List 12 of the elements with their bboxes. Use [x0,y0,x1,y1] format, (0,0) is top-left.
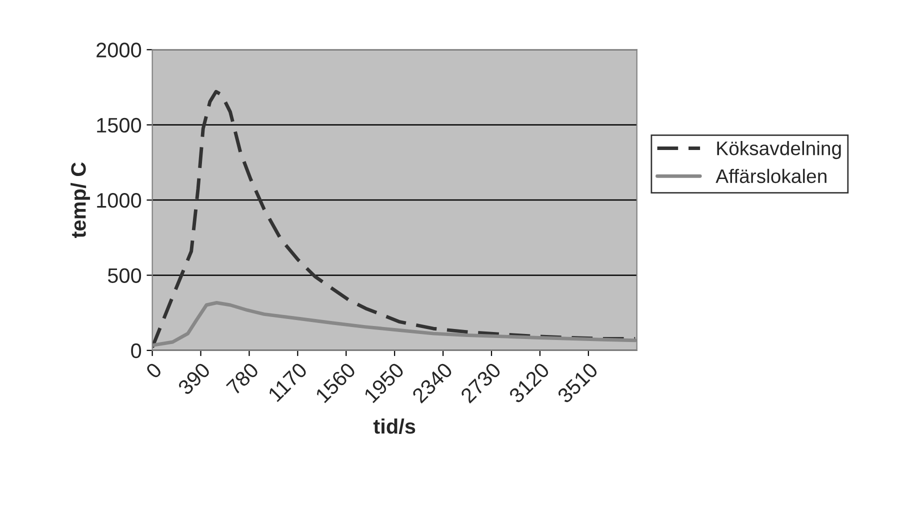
x-tick-label: 780 [226,362,260,396]
y-axis-title: temp/ C [70,162,90,238]
y-tick-label: 500 [108,268,142,283]
y-tick-label: 2000 [96,42,142,58]
x-tick-label: 0 [145,362,163,380]
x-axis-title: tid/s [373,418,416,434]
legend-label: Affärslokalen [716,168,826,184]
legend-label: Köksavdelning [717,140,841,160]
y-tick-label: 1000 [97,193,142,208]
x-tick-label: 390 [177,362,211,396]
y-tick-label: 0 [131,343,142,358]
y-tick-label: 1500 [97,118,142,133]
